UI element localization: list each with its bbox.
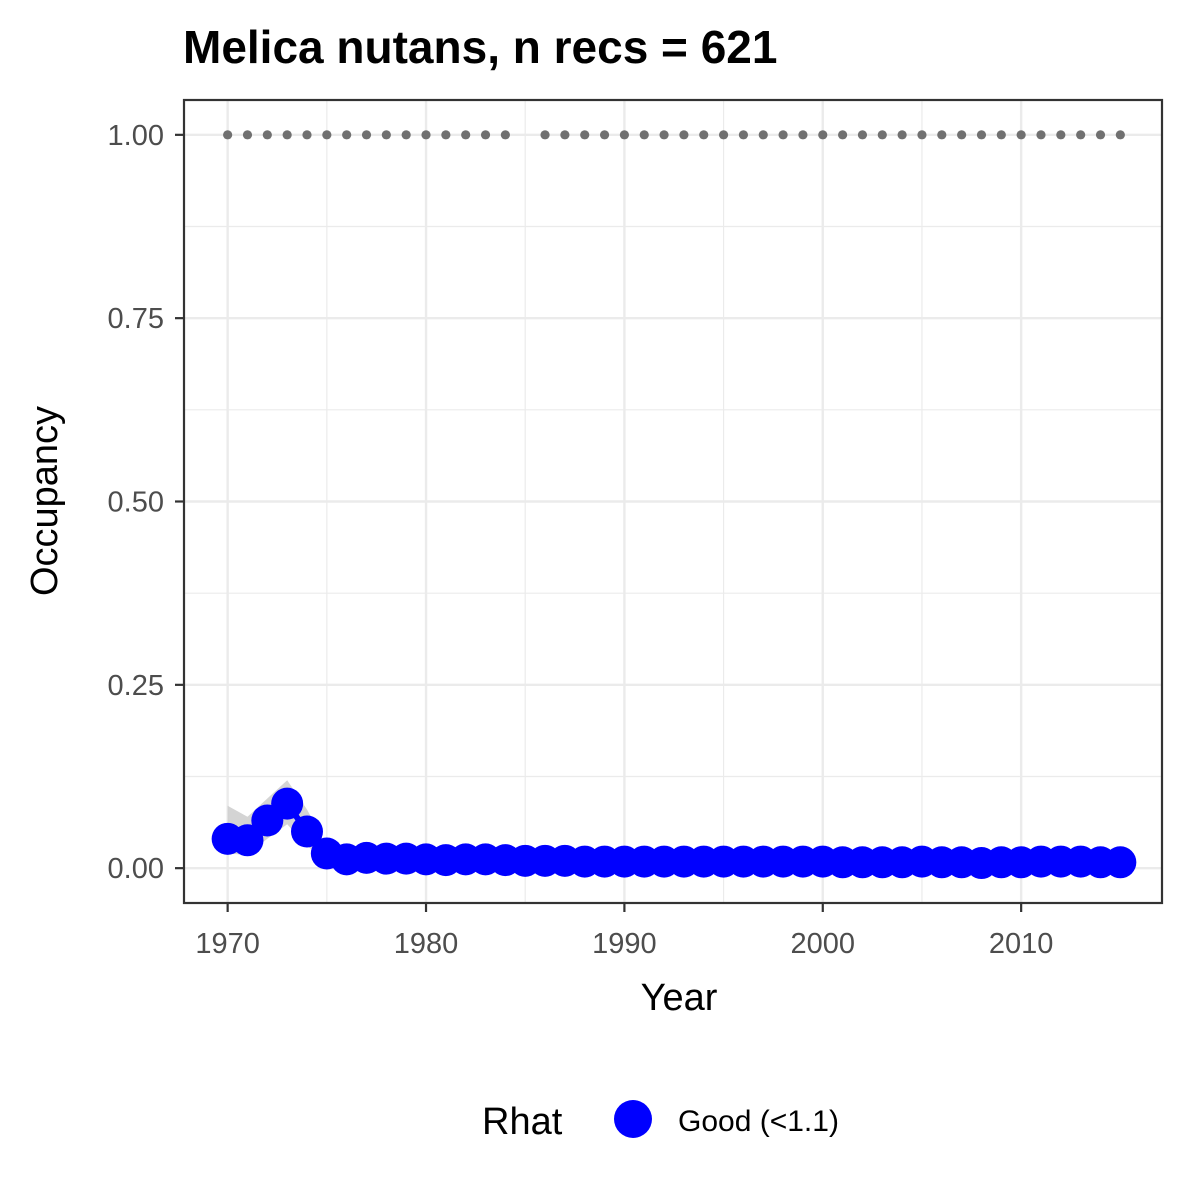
occupancy-point <box>271 787 304 820</box>
data-year-point <box>857 130 868 140</box>
data-year-point <box>838 130 848 140</box>
data-year-point <box>302 130 312 140</box>
y-tick-label: 0.00 <box>108 853 164 885</box>
data-year-point <box>718 130 729 140</box>
data-year-point <box>282 130 292 140</box>
y-tick-label: 0.25 <box>108 670 164 702</box>
data-year-point <box>758 130 768 140</box>
y-tick-label: 0.75 <box>108 303 164 335</box>
data-year-point <box>877 130 887 140</box>
x-tick-label: 1980 <box>394 928 459 960</box>
chart-title: Melica nutans, n recs = 621 <box>183 21 777 73</box>
data-year-point <box>223 130 233 140</box>
x-tick-label: 2010 <box>989 928 1054 960</box>
data-year-point <box>1095 130 1106 140</box>
data-year-point <box>917 130 927 140</box>
data-year-point <box>461 130 471 140</box>
data-year-point <box>540 130 550 140</box>
x-tick-label: 2000 <box>791 928 856 960</box>
y-tick-label: 0.50 <box>108 487 164 519</box>
data-year-point <box>937 130 947 140</box>
y-axis-title: Occupancy <box>24 406 66 596</box>
data-year-point <box>996 130 1006 140</box>
data-year-point <box>1076 130 1086 140</box>
data-year-point <box>639 130 649 140</box>
data-year-point <box>957 130 967 140</box>
data-year-point <box>599 130 610 140</box>
data-year-markers <box>223 130 1125 140</box>
data-year-point <box>500 130 510 140</box>
occupancy-series <box>211 787 1137 880</box>
occupancy-point <box>1104 846 1137 879</box>
data-year-point <box>818 130 828 140</box>
legend: Rhat Good (<1.1) <box>482 1100 839 1143</box>
data-year-point <box>619 130 629 140</box>
data-year-point <box>441 130 451 140</box>
data-year-point <box>1115 130 1125 140</box>
data-year-point <box>401 130 411 140</box>
data-year-point <box>342 130 352 140</box>
data-year-point <box>1016 130 1026 140</box>
data-year-point <box>1056 130 1066 140</box>
y-tick-label: 1.00 <box>108 120 164 152</box>
data-year-point <box>580 130 590 140</box>
data-year-point <box>381 130 391 140</box>
data-year-point <box>322 130 332 140</box>
data-year-point <box>976 130 987 140</box>
data-year-point <box>242 130 253 140</box>
data-year-point <box>1036 130 1046 140</box>
x-axis: 1970 1980 1990 2000 2010 <box>195 903 1053 960</box>
x-tick-label: 1990 <box>592 928 657 960</box>
data-year-point <box>897 130 907 140</box>
data-year-point <box>480 130 491 140</box>
data-year-point <box>361 130 372 140</box>
data-year-point <box>738 130 749 140</box>
data-year-point <box>421 130 431 140</box>
data-year-point <box>679 130 689 140</box>
data-year-point <box>560 130 570 140</box>
occupancy-point <box>290 815 323 848</box>
data-year-point <box>798 130 808 140</box>
y-axis: 0.00 0.25 0.50 0.75 1.00 <box>108 120 184 885</box>
data-year-point <box>778 130 788 140</box>
x-tick-label: 1970 <box>195 928 260 960</box>
data-year-point <box>659 130 669 140</box>
legend-title: Rhat <box>482 1101 563 1143</box>
legend-label-good: Good (<1.1) <box>678 1105 839 1138</box>
x-axis-title: Year <box>641 977 718 1019</box>
data-year-point <box>262 130 272 140</box>
data-year-point <box>699 130 709 140</box>
occupancy-point <box>231 824 264 857</box>
legend-key-good <box>614 1100 652 1138</box>
